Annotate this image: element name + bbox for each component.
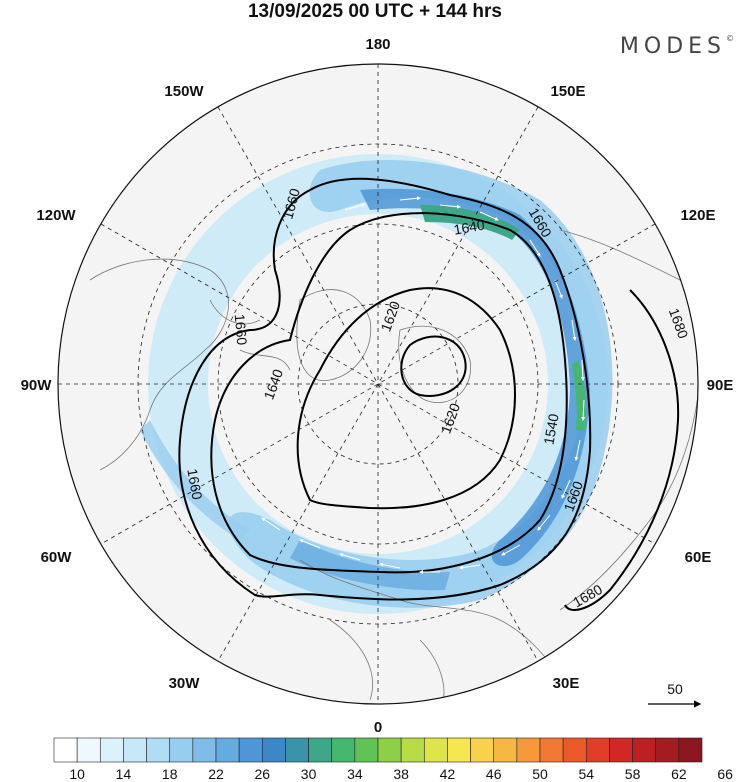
modes-logo: MODES©: [620, 34, 734, 59]
colorbar-tick-label: 14: [116, 766, 132, 782]
colorbar-swatch: [99, 737, 124, 763]
contour-label: 1640: [452, 216, 486, 237]
colorbar-tick-label: 54: [578, 766, 594, 782]
brand-mark: ©: [726, 34, 734, 43]
colorbar-swatch: [169, 737, 194, 763]
longitude-labels: 180 0 90W 90E 150W 120W 150E 120E 60W 30…: [21, 36, 734, 736]
colorbar-swatch: [308, 737, 333, 763]
lon-label-90w: 90W: [21, 377, 53, 394]
lon-label-180: 180: [365, 36, 390, 53]
colorbar-swatch: [354, 737, 379, 763]
colorbar-swatch: [285, 737, 309, 763]
graticule: [58, 64, 698, 704]
colorbar-tick-label: 10: [69, 766, 85, 782]
colorbar-swatch: [423, 737, 448, 763]
colorbar-swatch: [609, 737, 633, 763]
colorbar-tick-label: 26: [254, 766, 270, 782]
lon-label-30e: 30E: [553, 675, 580, 692]
lon-label-90e: 90E: [707, 377, 734, 394]
colorbar-swatch: [331, 737, 356, 763]
colorbar-swatch: [678, 737, 703, 763]
colorbar-tick-label: 18: [162, 766, 178, 782]
lon-label-150e: 150E: [550, 83, 585, 100]
colorbar-swatch: [585, 737, 610, 763]
lon-label-0: 0: [374, 719, 382, 736]
lon-label-60e: 60E: [685, 549, 712, 566]
colorbar-tick-label: 22: [208, 766, 224, 782]
contour-label: 1660: [184, 467, 205, 501]
colorbar-swatch: [493, 737, 518, 763]
map-disk: [58, 64, 698, 704]
lon-label-150w: 150W: [164, 83, 204, 100]
colorbar-swatch: [470, 737, 495, 763]
colorbar-swatch: [261, 737, 286, 763]
brand-text: MODES: [619, 34, 726, 59]
colorbar-swatch: [516, 737, 541, 763]
contour-label: 1540: [540, 412, 561, 446]
colorbar-swatch: [377, 737, 402, 763]
lon-label-30w: 30W: [169, 675, 201, 692]
reference-vector: 50: [648, 681, 702, 708]
colorbar-swatch: [562, 737, 587, 763]
colorbar-tick-label: 62: [671, 766, 687, 782]
colorbar-swatch: [539, 737, 564, 763]
colorbar-swatch: [192, 737, 217, 763]
lon-label-120w: 120W: [36, 207, 76, 224]
colorbar-swatch: [146, 737, 171, 763]
colorbar-tick-label: 34: [347, 766, 363, 782]
colorbar-tick-label: 46: [486, 766, 502, 782]
reference-vector-label: 50: [667, 681, 683, 697]
colorbar-swatch: [447, 737, 471, 763]
geopotential-contours: [178, 177, 680, 611]
colorbar-swatch: [655, 737, 680, 763]
map-title: 13/09/2025 00 UTC + 144 hrs: [247, 1, 503, 22]
colorbar-swatch: [238, 737, 263, 763]
colorbar-tick-label: 30: [301, 766, 317, 782]
colorbar: 10141822263034384246505458626670: [53, 737, 733, 782]
colorbar-tick-label: 58: [625, 766, 641, 782]
wind-vectors: [261, 196, 586, 574]
colorbar-swatch: [123, 737, 147, 763]
lon-label-120e: 120E: [680, 207, 715, 224]
lon-label-60w: 60W: [41, 549, 73, 566]
colorbar-swatch: [76, 737, 101, 763]
colorbar-swatch: [53, 737, 78, 763]
colorbar-swatch: [400, 737, 425, 763]
colorbar-swatch: [215, 737, 240, 763]
colorbar-tick-label: 50: [532, 766, 548, 782]
colorbar-tick-label: 66: [717, 766, 733, 782]
colorbar-swatch: [632, 737, 657, 763]
contour-label: 1660: [279, 186, 303, 220]
map-boundary: [57, 63, 699, 705]
colorbar-tick-label: 42: [440, 766, 456, 782]
contour-label: 1660: [232, 313, 251, 346]
colorbar-tick-label: 38: [393, 766, 409, 782]
